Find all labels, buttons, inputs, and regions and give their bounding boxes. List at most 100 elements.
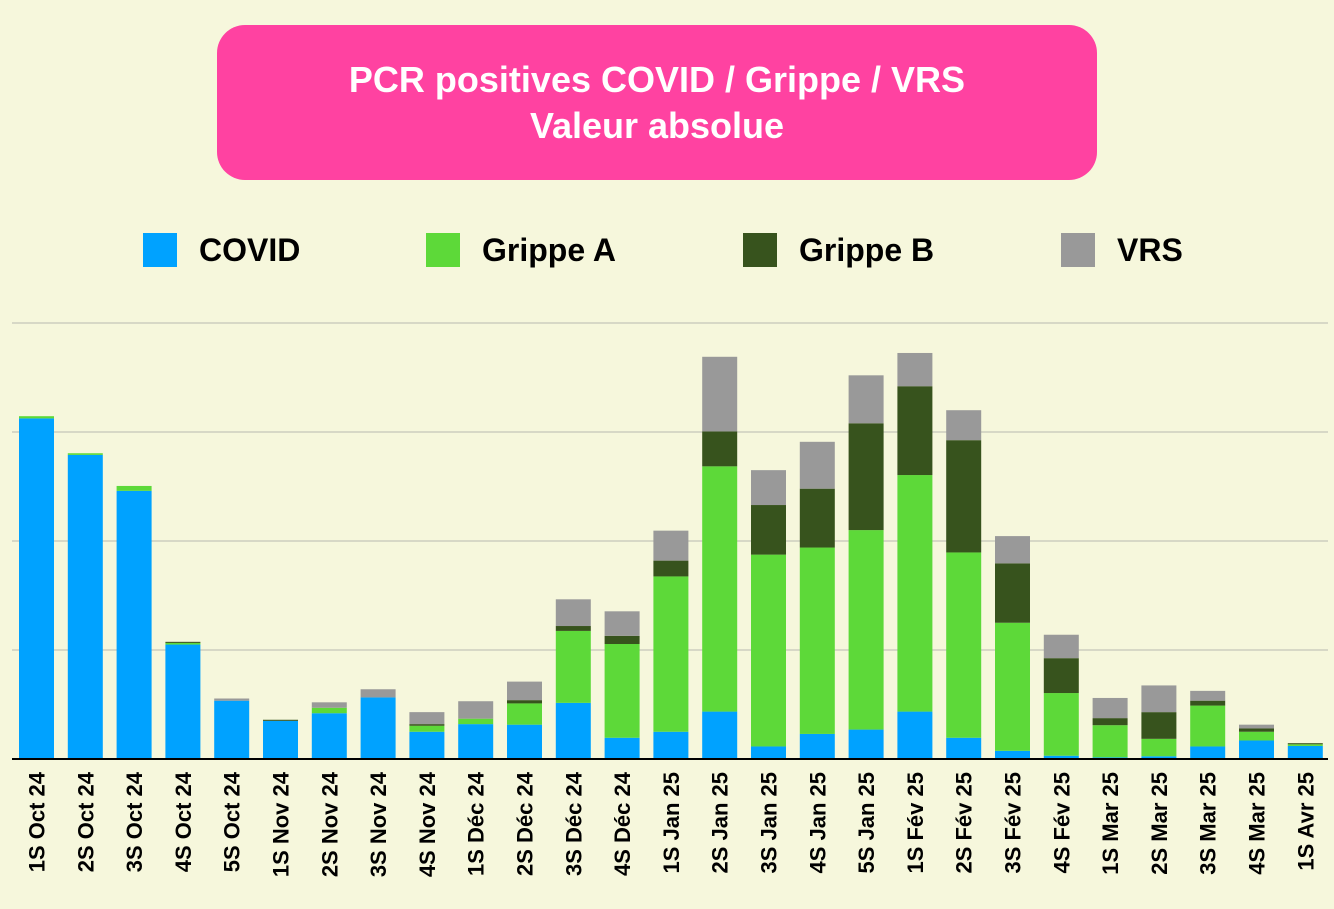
x-tick-label: 4S Mar 25 [1245,772,1270,875]
bar-segment-vrs [604,611,640,636]
x-tick-label: 1S Jan 25 [659,772,684,874]
x-tick-label: 1S Mar 25 [1098,772,1123,875]
x-tick-label: 4S Jan 25 [805,772,830,874]
bar-segment-grippe-b [1141,712,1177,739]
bar-segment-covid [946,737,982,759]
bar-segment-grippe-a [67,453,103,455]
bar-segment-grippe-a [1239,731,1274,741]
x-tick-label: 3S Déc 24 [561,771,586,876]
bar-segment-covid [751,746,786,759]
legend-swatch-covid [143,233,177,267]
bar-segment-covid [848,729,884,759]
bar-segment-grippe-a [165,642,201,645]
bar-segment-grippe-b [946,440,982,553]
bar-segment-grippe-b [995,563,1030,623]
bar-segment-grippe-a [1190,705,1226,747]
bar-segment-grippe-b [702,431,738,467]
bar-segment-grippe-a [1287,744,1323,746]
bar-segment-grippe-b [555,626,591,631]
bar-segment-covid [555,702,591,759]
bar-segment-vrs [458,701,494,719]
legend-label-grippe-b: Grippe B [799,231,935,268]
bar-segment-vrs [1092,697,1128,719]
bar-segment-vrs [946,410,982,441]
bar-segment-covid [1141,756,1177,759]
bar-segment-vrs [360,689,396,698]
x-tick-label: 2S Mar 25 [1147,772,1172,875]
x-tick-label: 4S Fév 25 [1049,772,1074,874]
legend-item-covid: COVID [143,232,300,268]
legend-item-grippe-b: Grippe B [743,232,934,268]
bar-segment-grippe-a [653,576,689,732]
x-tick-label: 4S Nov 24 [415,771,440,877]
bar-segment-covid [702,711,738,759]
bar-segment-vrs [507,681,542,701]
legend-item-vrs: VRS [1061,232,1183,268]
legend-item-grippe-a: Grippe A [426,232,616,268]
bar-segment-grippe-a [1092,725,1128,758]
bar-segment-covid [214,700,250,759]
bar-segment-grippe-b [653,560,689,577]
bar-segment-covid [360,697,396,759]
bar-segment-grippe-b [1239,728,1274,732]
bar-segment-covid [458,724,494,759]
bar-segment-grippe-b [897,386,933,476]
bar-segment-grippe-b [604,635,640,645]
x-tick-label: 1S Nov 24 [269,771,294,877]
bar-segment-vrs [702,356,738,432]
bar-segment-covid [507,724,542,759]
bar-segment-covid [311,713,347,759]
x-tick-label: 2S Nov 24 [317,771,342,877]
bar-segment-grippe-a [1043,693,1079,756]
bar-segment-covid [263,720,298,759]
bar-segment-grippe-b [751,505,786,555]
bar-segment-grippe-b [507,700,542,704]
x-tick-label: 2S Oct 24 [73,771,98,872]
bar-segment-vrs [1141,685,1177,713]
legend-label-vrs: VRS [1117,231,1183,268]
bar-segment-grippe-a [555,630,591,703]
bar-segment-covid [604,737,640,759]
bar-segment-grippe-a [995,622,1030,751]
bar-segment-grippe-b [848,423,884,531]
x-tick-label: 5S Jan 25 [854,772,879,874]
x-tick-label: 3S Jan 25 [757,772,782,874]
chart-title-box: PCR positives COVID / Grippe / VRS Valeu… [217,25,1097,180]
x-tick-label: 1S Avr 25 [1293,772,1318,871]
bar-segment-covid [116,490,152,759]
bar-segment-grippe-a [1141,738,1177,757]
x-tick-label: 3S Mar 25 [1196,772,1221,875]
bar-segment-grippe-a [751,554,786,747]
x-tick-label: 1S Déc 24 [464,771,489,876]
bar-segment-covid [897,711,933,759]
bar-segment-grippe-a [19,416,54,419]
bar-segment-vrs [409,712,445,725]
bar-segment-grippe-a [604,644,640,738]
bar-segment-vrs [897,352,933,387]
x-tick-label: 4S Oct 24 [171,771,196,872]
bar-segment-grippe-b [1092,718,1128,726]
bar-segment-vrs [311,702,347,708]
bar-segment-grippe-b [1043,658,1079,694]
bar-segment-grippe-a [946,552,982,738]
bar-segment-grippe-a [799,547,835,734]
bar-segment-grippe-a [507,703,542,725]
bar-segment-covid [1190,746,1226,759]
bar-segment-vrs [751,470,786,506]
x-tick-label: 4S Déc 24 [610,771,635,876]
bar-segment-vrs [1190,690,1226,701]
bar-segment-grippe-a [702,466,738,712]
legend-swatch-vrs [1061,233,1095,267]
bar-segment-vrs [653,530,689,561]
bar-segment-vrs [555,599,591,627]
x-tick-label: 1S Fév 25 [903,772,928,874]
bar-segment-grippe-b [1190,700,1226,706]
bar-segment-covid [165,644,201,759]
bar-segment-vrs [799,441,835,489]
x-tick-label: 3S Nov 24 [366,771,391,877]
x-tick-label: 5S Oct 24 [220,771,245,872]
bar-segment-grippe-a [848,530,884,730]
bar-segment-vrs [995,536,1030,564]
x-tick-label: 2S Jan 25 [708,772,733,874]
legend-label-grippe-a: Grippe A [482,231,616,268]
